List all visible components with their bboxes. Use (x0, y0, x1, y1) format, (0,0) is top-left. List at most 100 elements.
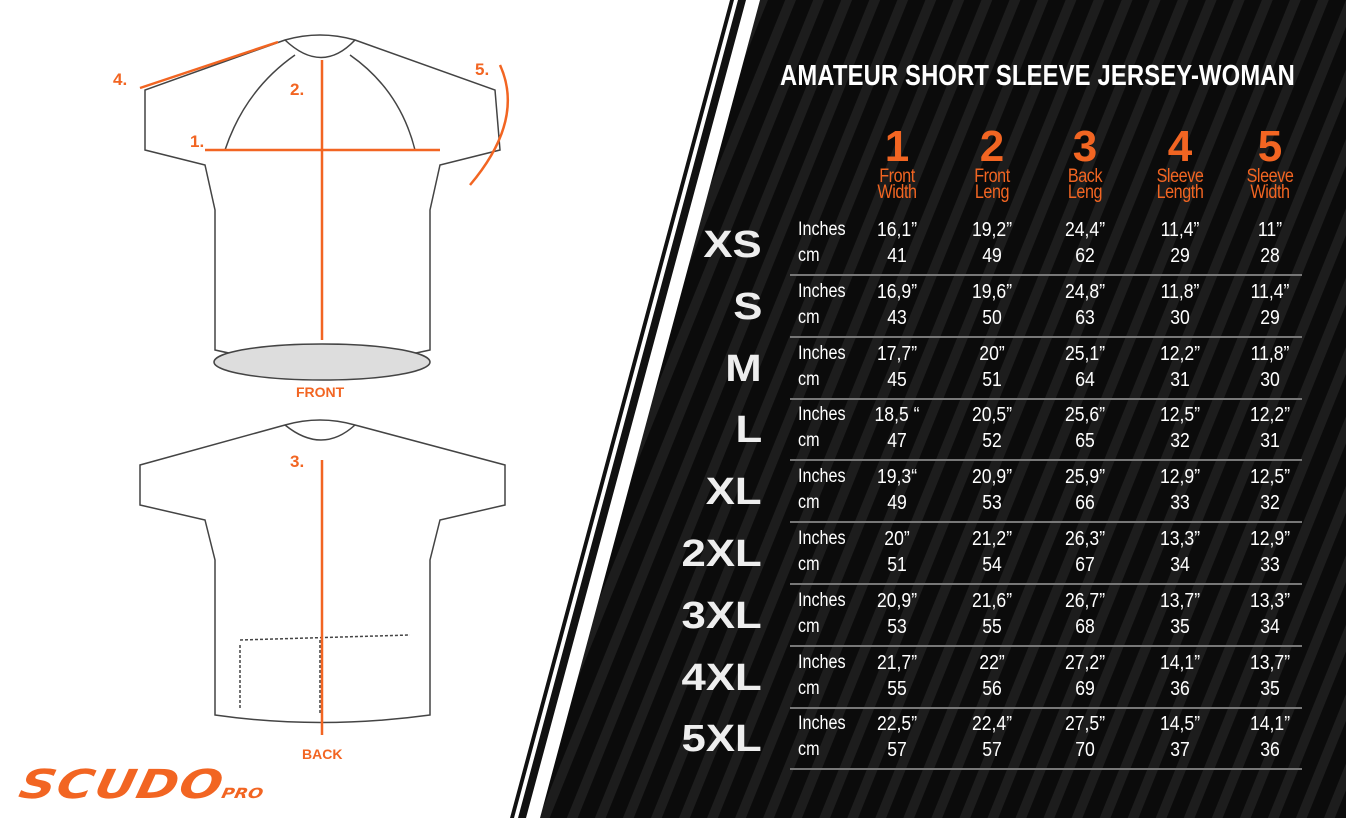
value-inches: 17,7” (876, 342, 918, 365)
value-inches: 26,7” (1064, 589, 1106, 612)
value-cm: 54 (982, 554, 1002, 576)
unit-inches: Inches (798, 528, 846, 549)
table-row: 3XL Inches cm 20,9” 53 21,6” 55 26,7” 68 13… (682, 585, 1302, 647)
unit-cm: cm (798, 615, 820, 637)
value-cm: 31 (1170, 368, 1190, 391)
size-label: M (725, 347, 762, 390)
table-row: XL Inches cm 19,3“ 49 20,9” 53 25,9” 66 12,… (690, 461, 1302, 524)
value-cm: 31 (1260, 430, 1280, 453)
marker-4: 4. (113, 70, 128, 89)
value-inches: 21,7” (876, 651, 918, 674)
column-number: 4 (1167, 122, 1193, 171)
value-inches: 25,1” (1064, 342, 1106, 365)
size-label: L (735, 409, 762, 452)
value-inches: 11” (1257, 219, 1283, 241)
column-label: Width (877, 182, 917, 203)
value-cm: 34 (1170, 554, 1190, 576)
value-cm: 28 (1260, 245, 1280, 267)
value-inches: 12,2” (1159, 342, 1201, 365)
value-cm: 53 (982, 492, 1002, 515)
value-cm: 64 (1075, 368, 1095, 391)
marker-1: 1. (190, 132, 205, 151)
value-cm: 43 (887, 306, 907, 329)
value-inches: 22,4” (971, 713, 1013, 736)
size-label: 4XL (681, 656, 762, 699)
value-inches: 22,5” (876, 713, 918, 736)
unit-inches: Inches (798, 342, 846, 364)
column-label: Width (1250, 182, 1290, 203)
column-label: Sleeve (1156, 166, 1204, 187)
unit-inches: Inches (798, 651, 846, 673)
column-header: 2 Front Leng (937, 122, 1047, 203)
value-inches: 18,5 “ (874, 404, 920, 427)
unit-inches: Inches (798, 280, 846, 302)
value-inches: 25,6” (1064, 404, 1106, 427)
row-divider (790, 706, 1302, 709)
value-cm: 34 (1260, 615, 1280, 638)
value-cm: 70 (1075, 739, 1095, 762)
value-inches: 21,2” (971, 528, 1013, 550)
value-cm: 69 (1075, 677, 1095, 700)
row-divider (790, 521, 1302, 524)
value-cm: 51 (887, 554, 907, 576)
column-label: Leng (1067, 182, 1103, 203)
value-cm: 62 (1075, 245, 1095, 267)
row-divider (790, 644, 1302, 647)
value-cm: 52 (982, 430, 1002, 453)
unit-cm: cm (798, 306, 820, 328)
unit-inches: Inches (798, 466, 846, 488)
value-inches: 12,9” (1159, 466, 1201, 489)
value-inches: 20,9” (876, 589, 918, 612)
value-cm: 29 (1260, 306, 1280, 329)
table-row: M Inches cm 17,7” 45 20” 51 25,1” 64 12,2” … (690, 338, 1302, 400)
value-inches: 11,8” (1160, 280, 1200, 303)
value-inches: 19,2” (971, 219, 1013, 241)
unit-cm: cm (798, 492, 820, 514)
unit-cm: cm (798, 245, 820, 266)
size-label: 2XL (681, 533, 762, 575)
value-inches: 26,3” (1064, 528, 1106, 550)
column-header: 1 Front Width (842, 122, 952, 203)
value-inches: 13,3” (1249, 589, 1291, 612)
value-inches: 13,7” (1249, 651, 1291, 674)
column-label: Leng (974, 182, 1010, 203)
table-row: 4XL Inches cm 21,7” 55 22” 56 27,2” 69 14,1… (682, 647, 1302, 709)
column-label: Front (974, 166, 1010, 187)
size-label: XL (706, 471, 762, 514)
column-header: 5 Sleeve Width (1215, 122, 1325, 203)
value-cm: 47 (887, 430, 907, 453)
value-inches: 11,4” (1160, 219, 1200, 241)
row-divider (790, 459, 1302, 462)
value-cm: 56 (982, 677, 1002, 700)
value-cm: 36 (1260, 739, 1280, 762)
unit-cm: cm (798, 430, 820, 452)
value-inches: 27,5” (1064, 713, 1106, 736)
column-number: 5 (1257, 122, 1283, 171)
value-inches: 13,3” (1159, 528, 1201, 550)
column-label: Sleeve (1246, 166, 1294, 187)
value-cm: 63 (1075, 306, 1095, 329)
value-inches: 24,8” (1064, 280, 1106, 303)
value-cm: 50 (982, 306, 1002, 329)
value-inches: 14,1” (1249, 713, 1291, 736)
value-cm: 55 (982, 615, 1002, 638)
value-inches: 24,4” (1064, 219, 1106, 241)
front-label: FRONT (296, 384, 345, 400)
column-header: 3 Back Leng (1030, 125, 1140, 203)
value-cm: 68 (1075, 615, 1095, 638)
column-number: 2 (979, 122, 1005, 171)
value-inches: 21,6” (971, 589, 1013, 612)
unit-cm: cm (798, 677, 820, 699)
value-inches: 16,1” (876, 219, 918, 241)
value-inches: 20” (979, 342, 1005, 365)
value-cm: 66 (1075, 492, 1095, 515)
marker-3: 3. (290, 452, 305, 471)
value-cm: 33 (1170, 492, 1190, 515)
column-number: 1 (884, 122, 910, 171)
chart-title: AMATEUR SHORT SLEEVE JERSEY-WOMAN (780, 60, 1295, 92)
value-inches: 19,6” (971, 280, 1013, 303)
value-inches: 12,2” (1249, 404, 1291, 427)
row-divider (790, 583, 1302, 585)
size-label: 5XL (681, 718, 762, 761)
